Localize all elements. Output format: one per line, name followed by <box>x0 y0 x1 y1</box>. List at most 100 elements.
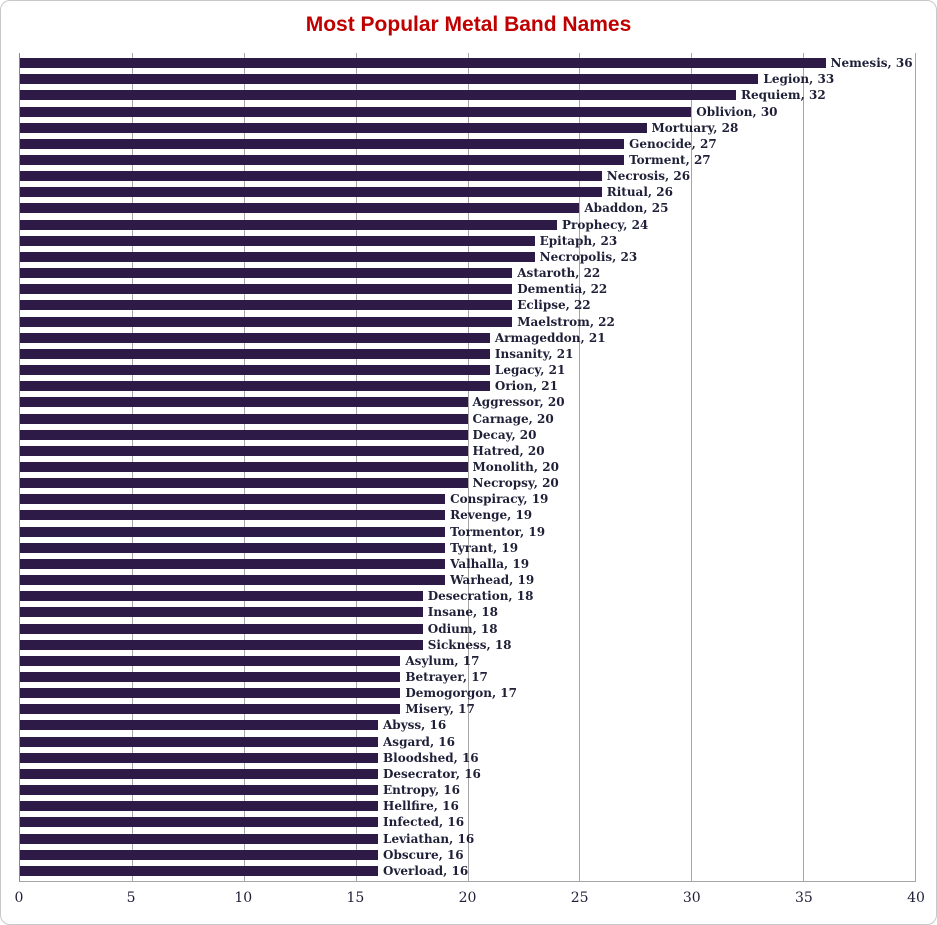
bar-row: Misery, 17 <box>20 701 915 717</box>
x-tick-label: 20 <box>458 890 477 906</box>
bar <box>20 122 647 133</box>
bar-row: Genocide, 27 <box>20 136 915 152</box>
bar-data-label: Desecration, 18 <box>427 589 534 604</box>
bar-data-label: Requiem, 32 <box>741 88 826 103</box>
bar-row: Infected, 16 <box>20 814 915 830</box>
bar <box>20 817 378 828</box>
bar <box>20 106 692 117</box>
bar-row: Armageddon, 21 <box>20 330 915 346</box>
bar-row: Desecrator, 16 <box>20 766 915 782</box>
bar-data-label: Bloodshed, 16 <box>383 750 479 765</box>
bar <box>20 752 378 763</box>
bar-data-label: Odium, 18 <box>427 621 498 636</box>
bar <box>20 704 401 715</box>
bar-row: Tormentor, 19 <box>20 524 915 540</box>
bar <box>20 526 446 537</box>
bar-row: Asylum, 17 <box>20 653 915 669</box>
bar <box>20 187 602 198</box>
bar <box>20 478 468 489</box>
bar-data-label: Necrosis, 26 <box>606 169 691 184</box>
bar-row: Insanity, 21 <box>20 346 915 362</box>
bar-data-label: Prophecy, 24 <box>562 217 649 232</box>
x-tick-label: 15 <box>346 890 365 906</box>
bar <box>20 591 423 602</box>
bar <box>20 510 446 521</box>
bar-row: Bloodshed, 16 <box>20 750 915 766</box>
bar-data-label: Betrayer, 17 <box>405 670 488 685</box>
bar-data-label: Obscure, 16 <box>383 847 464 862</box>
bar <box>20 365 490 376</box>
bar <box>20 655 401 666</box>
bar-row: Necropsy, 20 <box>20 475 915 491</box>
bar-row: Betrayer, 17 <box>20 669 915 685</box>
bar-data-label: Monolith, 20 <box>472 459 559 474</box>
bar <box>20 235 535 246</box>
bar <box>20 413 468 424</box>
bar-row: Dementia, 22 <box>20 281 915 297</box>
bar <box>20 833 378 844</box>
bar-row: Decay, 20 <box>20 427 915 443</box>
bar <box>20 607 423 618</box>
bar <box>20 284 513 295</box>
bar-row: Entropy, 16 <box>20 782 915 798</box>
bar-data-label: Insanity, 21 <box>494 346 574 361</box>
bar-rows: Nemesis, 36 Legion, 33 Requiem, 32 Oblivion… <box>20 53 915 881</box>
bar-row: Warhead, 19 <box>20 572 915 588</box>
bar-row: Eclipse, 22 <box>20 297 915 313</box>
bar-row: Carnage, 20 <box>20 410 915 426</box>
bar-data-label: Abyss, 16 <box>383 718 447 733</box>
bar-data-label: Mortuary, 28 <box>651 120 739 135</box>
bar-data-label: Eclipse, 22 <box>517 298 591 313</box>
bar-data-label: Overload, 16 <box>383 863 469 878</box>
bar-data-label: Hellfire, 16 <box>383 799 459 814</box>
bar-row: Mortuary, 28 <box>20 120 915 136</box>
bar-row: Requiem, 32 <box>20 87 915 103</box>
bar-row: Oblivion, 30 <box>20 103 915 119</box>
bar-row: Necrosis, 26 <box>20 168 915 184</box>
gridline <box>691 53 693 881</box>
bar-data-label: Ritual, 26 <box>606 185 673 200</box>
x-tick-label: 5 <box>126 890 136 906</box>
bar <box>20 429 468 440</box>
bar-row: Necropolis, 23 <box>20 249 915 265</box>
bar-row: Monolith, 20 <box>20 459 915 475</box>
bar <box>20 494 446 505</box>
bar <box>20 171 602 182</box>
bar <box>20 672 401 683</box>
bar-data-label: Necropolis, 23 <box>539 249 638 264</box>
x-tick-label: 30 <box>682 890 701 906</box>
bar-row: Torment, 27 <box>20 152 915 168</box>
bar <box>20 381 490 392</box>
bar-row: Hatred, 20 <box>20 443 915 459</box>
bar-row: Tyrant, 19 <box>20 540 915 556</box>
bar <box>20 720 378 731</box>
bar-data-label: Armageddon, 21 <box>494 330 606 345</box>
bar-data-label: Maelstrom, 22 <box>517 314 615 329</box>
bar-data-label: Conspiracy, 19 <box>450 492 549 507</box>
bar <box>20 865 378 876</box>
bar-row: Leviathan, 16 <box>20 831 915 847</box>
bar-row: Conspiracy, 19 <box>20 491 915 507</box>
bar-data-label: Leviathan, 16 <box>383 831 475 846</box>
bar-row: Obscure, 16 <box>20 847 915 863</box>
bar <box>20 639 423 650</box>
bar-row: Asgard, 16 <box>20 734 915 750</box>
bar <box>20 736 378 747</box>
bar-row: Insane, 18 <box>20 604 915 620</box>
bar <box>20 300 513 311</box>
bar-data-label: Misery, 17 <box>405 702 475 717</box>
bar <box>20 268 513 279</box>
bar <box>20 203 580 214</box>
bar <box>20 348 490 359</box>
bar <box>20 251 535 262</box>
bar-row: Demogorgon, 17 <box>20 685 915 701</box>
bar <box>20 58 826 69</box>
bar <box>20 801 378 812</box>
bar-data-label: Demogorgon, 17 <box>405 686 518 701</box>
bar <box>20 397 468 408</box>
x-tick-label: 35 <box>794 890 813 906</box>
bar <box>20 445 468 456</box>
bar <box>20 461 468 472</box>
bar <box>20 768 378 779</box>
bar <box>20 155 625 166</box>
